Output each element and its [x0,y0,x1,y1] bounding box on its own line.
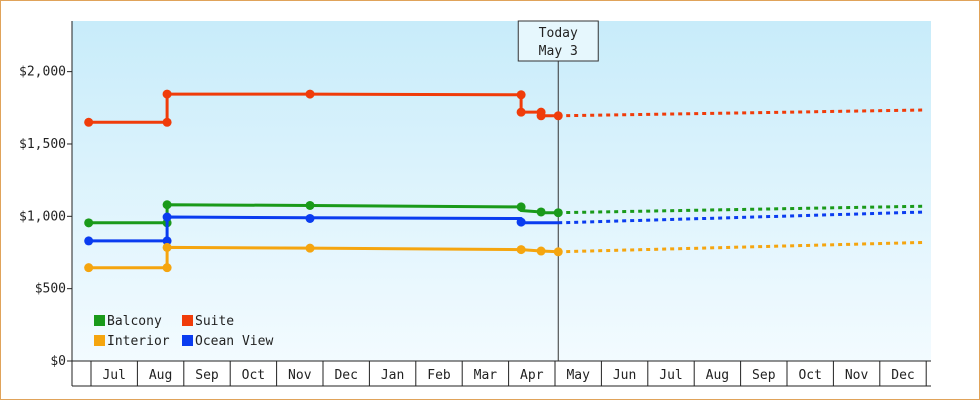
legend-label-balcony: Balcony [107,314,162,329]
series-layer [84,89,925,273]
plot-background [72,21,931,361]
x-tick-label: Apr [520,368,544,383]
data-point-balcony [84,218,94,228]
y-tick-label: $500 [35,282,66,297]
x-axis: Jul Aug Sep Oct Nov Dec Jan Feb Mar Apr May Jun Jul A… [71,360,931,387]
x-tick-label: Feb [427,368,451,383]
forecast-line-interior [558,240,925,254]
data-point-ocean-view [84,236,94,246]
data-point-suite [305,89,315,99]
data-point-suite [553,111,563,121]
y-axis: $0 $500 $1,000 $1,500 $2,000 [19,21,73,369]
data-point-interior [536,246,546,256]
x-tick-label: Nov [845,368,869,383]
x-tick-label: May [566,368,590,383]
today-date: May 3 [539,44,578,59]
data-point-interior [305,243,315,253]
legend-swatch-suite [182,315,193,326]
data-point-suite [536,111,546,121]
data-point-suite [162,89,172,99]
today-label: Today [539,26,578,41]
y-tick-label: $0 [50,354,66,369]
data-point-ocean-view [162,212,172,222]
data-point-interior [553,247,563,257]
data-point-balcony [162,200,172,210]
forecast-line-balcony [558,204,925,215]
data-point-balcony [536,207,546,217]
x-tick-label: Dec [334,368,357,383]
series-interior [84,240,925,273]
forecast-line-ocean-view [558,210,925,225]
legend-label-ocean-view: Ocean View [195,334,273,349]
x-tick-label: Oct [242,368,265,383]
legend-swatch-interior [94,335,105,346]
today-marker: Today May 3 [517,20,599,361]
series-ocean-view [84,210,925,246]
data-point-ocean-view [305,213,315,223]
data-point-ocean-view [516,217,526,227]
data-point-interior [162,242,172,252]
x-tick-label: Sep [752,368,776,383]
today-box [517,20,599,62]
data-point-interior [84,263,94,273]
data-point-suite [516,107,526,117]
data-point-ocean-view [162,236,172,246]
legend-swatch-ocean-view [182,335,193,346]
x-tick-label: Oct [798,368,821,383]
legend-label-interior: Interior [107,334,170,349]
x-tick-label: Jul [102,368,125,383]
data-point-balcony [553,208,563,218]
x-tick-label: Jul [659,368,682,383]
x-tick-label: Aug [706,368,729,383]
data-point-interior [516,245,526,255]
x-tick-label: Sep [195,368,219,383]
x-tick-label: Jun [613,368,636,383]
legend-swatch-balcony [94,315,105,326]
data-point-suite [84,117,94,127]
x-tick-label: Aug [149,368,172,383]
forecast-line-suite [558,108,925,118]
data-point-suite [516,90,526,100]
data-point-balcony [305,200,315,210]
data-point-interior [162,263,172,273]
y-tick-label: $1,500 [19,137,66,152]
y-tick-label: $2,000 [19,65,66,80]
legend-label-suite: Suite [195,314,234,329]
data-point-balcony [516,202,526,212]
x-tick-label: Jan [381,368,404,383]
legend: Balcony Suite Interior Ocean View [94,314,273,349]
series-suite [84,89,925,127]
x-tick-label: Nov [288,368,312,383]
data-point-suite [162,117,172,127]
x-tick-label: Mar [474,368,498,383]
x-tick-label: Dec [891,368,914,383]
y-tick-label: $1,000 [19,209,66,224]
